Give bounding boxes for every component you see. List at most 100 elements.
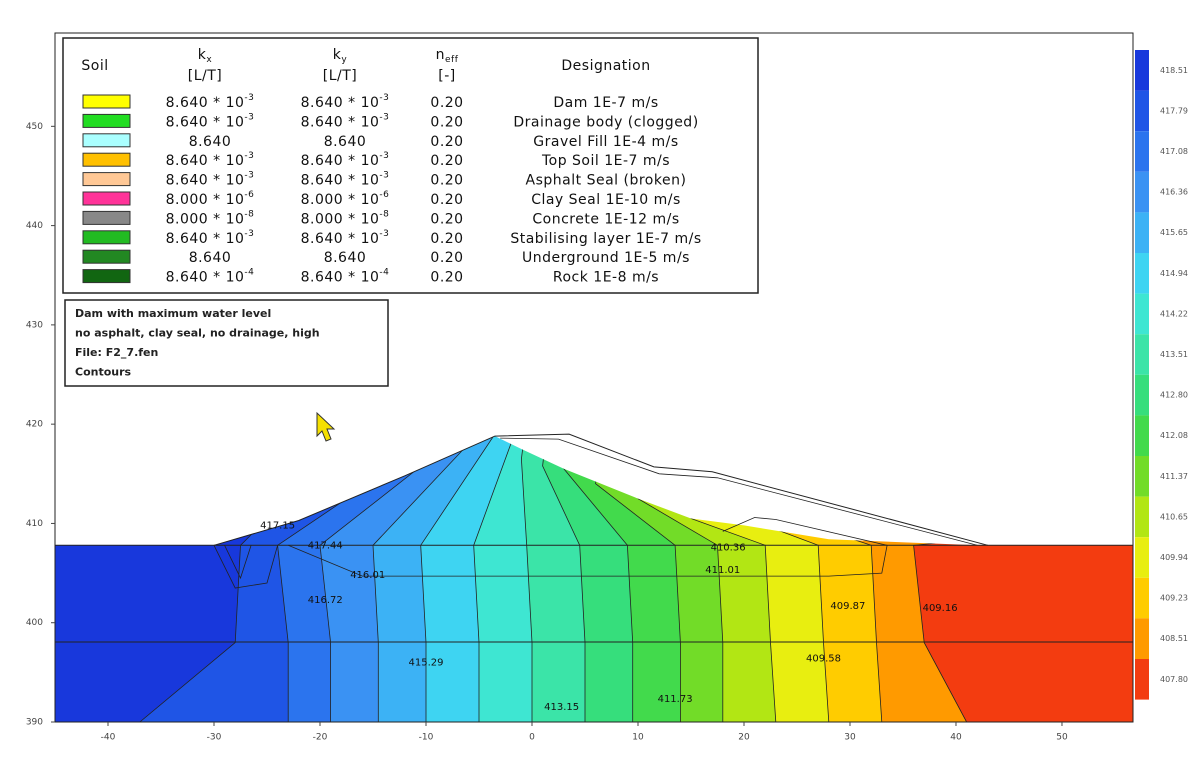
table-cell: 0.20 (430, 192, 463, 208)
colorbar-label: 407.80 (1160, 675, 1188, 684)
table-header: neff (436, 47, 459, 65)
cell-exponent: -3 (379, 228, 389, 238)
colorbar-cell (1135, 456, 1149, 497)
header-subscript: y (341, 55, 347, 65)
contour-label: 410.36 (711, 542, 746, 553)
cell-exponent: -3 (244, 170, 254, 180)
colorbar-cell (1135, 496, 1149, 538)
cell-mantissa: 8.640 * 10 (301, 231, 380, 247)
contour-band (913, 436, 1133, 722)
legend-box (62, 37, 759, 294)
contour-label: 416.72 (308, 595, 343, 606)
colorbar-cell (1135, 577, 1149, 619)
table-cell: 8.640 * 10-3 (301, 112, 390, 130)
y-tick-label: 440 (26, 221, 43, 231)
cell-mantissa: 8.640 * 10 (166, 114, 245, 130)
colorbar-label: 408.51 (1160, 634, 1188, 643)
info-line: Dam with maximum water level (75, 307, 271, 320)
cell-mantissa: 8.640 * 10 (166, 153, 245, 169)
colorbar-label: 416.36 (1160, 188, 1188, 197)
header-symbol: k (198, 47, 207, 63)
x-tick-label: 50 (1056, 733, 1068, 743)
table-cell: Top Soil 1E-7 m/s (541, 153, 670, 169)
colorbar-label: 410.65 (1160, 512, 1188, 521)
table-cell: 8.640 (324, 134, 367, 150)
colorbar-cell (1135, 212, 1149, 253)
table-cell: Dam 1E-7 m/s (553, 95, 658, 111)
table-cell: 8.000 * 10-6 (301, 190, 390, 209)
colorbar-label: 409.23 (1160, 594, 1188, 603)
table-cell: 0.20 (430, 153, 463, 169)
contour-label: 409.16 (923, 603, 958, 614)
colorbar-label: 413.51 (1160, 350, 1188, 359)
colorbar-cell (1135, 537, 1149, 578)
colorbar-label: 418.51 (1160, 66, 1188, 75)
cell-mantissa: 8.640 * 10 (301, 270, 380, 286)
info-line: File: F2_7.fen (75, 346, 158, 359)
contour-label: 415.29 (408, 657, 443, 668)
table-cell: 8.640 * 10-3 (166, 112, 255, 130)
dam-outline (213, 433, 988, 546)
colorbar-cell (1135, 131, 1149, 172)
plot-frame (54, 32, 1134, 723)
colorbar-cell (1135, 171, 1149, 213)
y-tick-label: 430 (26, 320, 43, 330)
colorbar-label: 414.94 (1160, 269, 1188, 278)
header-symbol: n (436, 47, 445, 63)
soil-swatch (82, 94, 131, 109)
colorbar-cell (1135, 50, 1149, 91)
colorbar-label: 411.37 (1160, 472, 1188, 481)
colorbar-label: 414.22 (1160, 309, 1188, 318)
contour-band (473, 436, 532, 722)
header-subscript: x (206, 55, 212, 65)
cell-exponent: -3 (244, 93, 254, 103)
table-cell: Drainage body (clogged) (513, 114, 698, 130)
table-cell: Asphalt Seal (broken) (526, 173, 687, 189)
soil-swatch (82, 113, 131, 128)
contour-band (521, 436, 585, 722)
cell-mantissa: 8.640 * 10 (166, 95, 245, 111)
contour-label: 409.87 (830, 601, 865, 612)
cell-exponent: -3 (379, 93, 389, 103)
contour-label: 411.01 (705, 565, 740, 576)
table-cell: 0.20 (430, 270, 463, 286)
cell-mantissa: 8.640 * 10 (166, 270, 245, 286)
soil-swatch (82, 230, 131, 245)
y-tick-label: 420 (26, 420, 43, 430)
x-tick-label: -30 (207, 733, 222, 743)
y-tick-label: 390 (26, 718, 43, 728)
dam-outline (288, 517, 888, 577)
table-cell: 8.000 * 10-8 (166, 209, 255, 228)
table-cell: 8.640 * 10-3 (301, 151, 390, 170)
x-tick-label: 30 (844, 733, 856, 743)
table-cell: Underground 1E-5 m/s (522, 250, 690, 266)
contour-fill (55, 436, 1133, 722)
table-cell: 8.000 * 10-6 (166, 190, 255, 209)
contour-label: 411.73 (658, 694, 693, 705)
contour-lines (55, 433, 1133, 643)
cell-mantissa: 8.640 * 10 (301, 153, 380, 169)
contour-band (542, 436, 633, 722)
table-cell: 0.20 (430, 173, 463, 189)
x-tick-label: 40 (950, 733, 962, 743)
soil-swatch (82, 249, 131, 264)
colorbar-cell (1135, 618, 1149, 659)
table-cell: Clay Seal 1E-10 m/s (531, 192, 681, 208)
colorbar-label: 412.08 (1160, 431, 1188, 440)
cell-mantissa: 8.000 * 10 (301, 211, 380, 227)
header-unit: [-] (438, 68, 455, 84)
table-cell: 0.20 (430, 231, 463, 247)
table-cell: 8.640 * 10-3 (166, 93, 255, 112)
x-tick-label: -10 (419, 733, 434, 743)
dam-outline (500, 437, 978, 546)
cell-exponent: -3 (244, 112, 254, 122)
table-cell: 8.640 (324, 250, 367, 266)
y-tick-label: 450 (26, 122, 43, 132)
colorbar-cell (1135, 253, 1149, 294)
soil-swatch (82, 172, 131, 187)
cell-exponent: -6 (244, 190, 254, 200)
x-tick-label: 20 (738, 733, 750, 743)
info-line: Contours (75, 366, 132, 379)
colorbar-label: 417.79 (1160, 106, 1188, 115)
